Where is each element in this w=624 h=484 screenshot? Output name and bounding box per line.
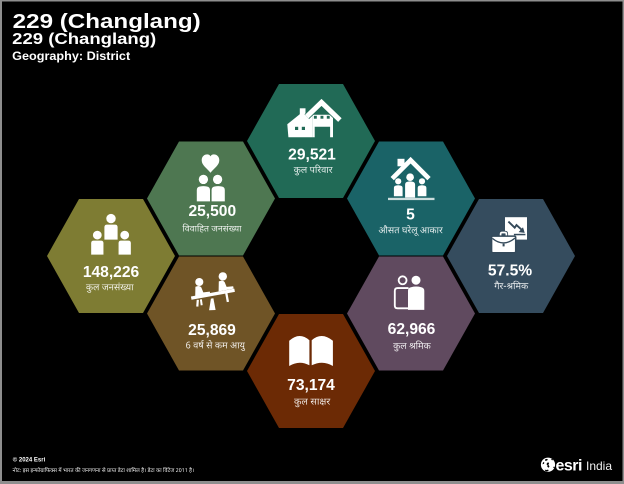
svg-text:57.5%: 57.5% [488,263,532,280]
svg-text:India: India [586,459,612,473]
svg-text:© 2024 Esri: © 2024 Esri [13,456,46,463]
svg-text:Geography: District: Geography: District [12,49,130,63]
svg-text:148,226: 148,226 [83,264,140,281]
svg-text:73,174: 73,174 [287,377,335,394]
svg-text:25,500: 25,500 [188,203,236,220]
svg-text:5: 5 [406,206,415,223]
svg-text:229 (Changlang): 229 (Changlang) [13,11,201,33]
svg-text:29,521: 29,521 [288,146,336,163]
svg-text:62,966: 62,966 [388,321,436,338]
svg-text:229 (Changlang): 229 (Changlang) [12,31,156,48]
svg-text:25,869: 25,869 [188,322,236,339]
svg-text:esri: esri [556,458,583,475]
